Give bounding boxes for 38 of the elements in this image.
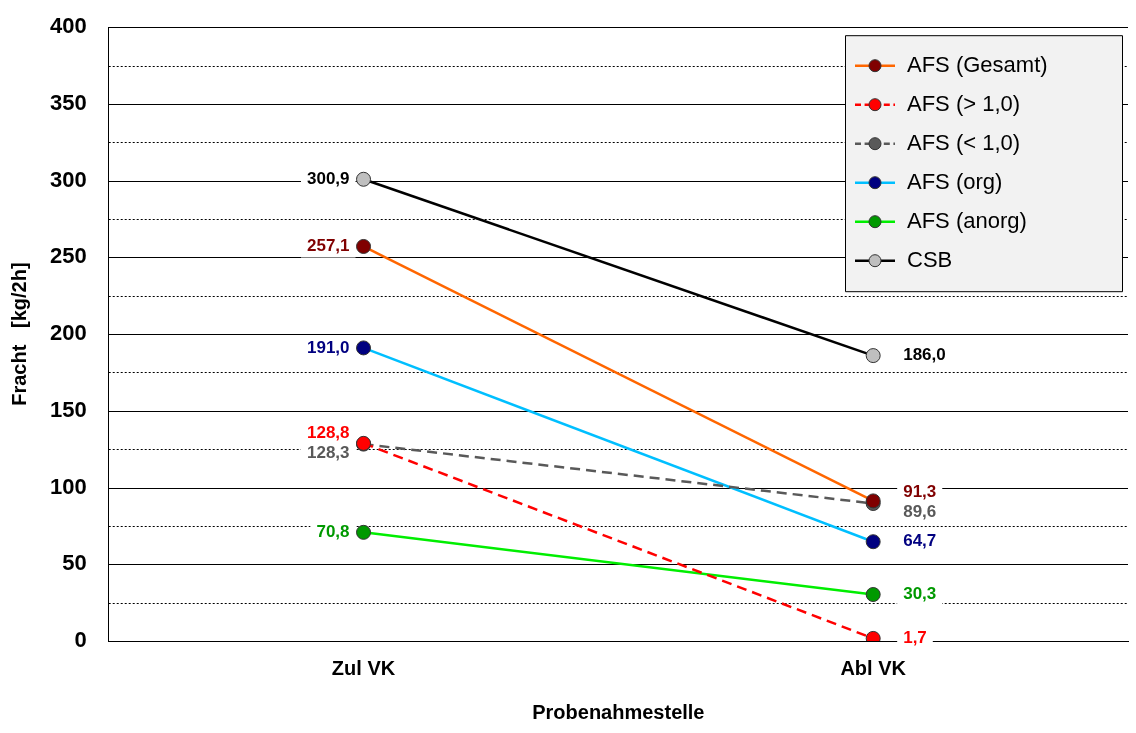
data-label: 128,3 <box>306 443 350 463</box>
y-tick-label: 350 <box>49 89 87 115</box>
data-label: 191,0 <box>306 337 350 357</box>
legend-label: AFS (org) <box>907 168 1003 194</box>
data-label: 30,3 <box>903 584 937 604</box>
y-tick-label: 300 <box>49 166 87 192</box>
data-label: 128,8 <box>306 423 350 443</box>
data-label: 64,7 <box>903 531 937 551</box>
data-label: 1,7 <box>903 628 927 648</box>
data-label: 89,6 <box>903 501 937 521</box>
data-label: 300,9 <box>306 168 350 188</box>
legend-label: AFS (> 1,0) <box>907 90 1021 116</box>
point <box>356 171 372 187</box>
point <box>356 340 372 356</box>
data-label: 257,1 <box>306 236 350 256</box>
point <box>865 348 881 364</box>
point <box>356 524 372 540</box>
x-tick-label: Abl VK <box>840 656 907 679</box>
point <box>865 587 881 603</box>
legend-label: AFS (< 1,0) <box>907 129 1021 155</box>
x-tick-label: Zul VK <box>331 656 396 679</box>
y-tick-label: 50 <box>62 550 87 576</box>
y-tick-label: 400 <box>49 13 87 39</box>
legend-label: AFS (Gesamt) <box>907 51 1048 77</box>
y-axis-title: Fracht [kg/2h] <box>7 262 30 406</box>
y-tick-label: 200 <box>49 320 87 346</box>
y-tick-label: 0 <box>74 627 87 653</box>
legend-label: AFS (anorg) <box>907 207 1027 233</box>
point <box>356 238 372 254</box>
data-label: 70,8 <box>316 522 350 542</box>
y-tick-label: 100 <box>49 473 87 499</box>
data-label: 186,0 <box>903 345 946 365</box>
x-axis-title: Probenahmestelle <box>532 700 705 723</box>
y-tick-label: 150 <box>49 396 87 422</box>
legend-label: CSB <box>907 246 953 272</box>
point <box>865 534 881 550</box>
data-label: 91,3 <box>903 481 937 501</box>
y-tick-label: 250 <box>49 243 87 269</box>
